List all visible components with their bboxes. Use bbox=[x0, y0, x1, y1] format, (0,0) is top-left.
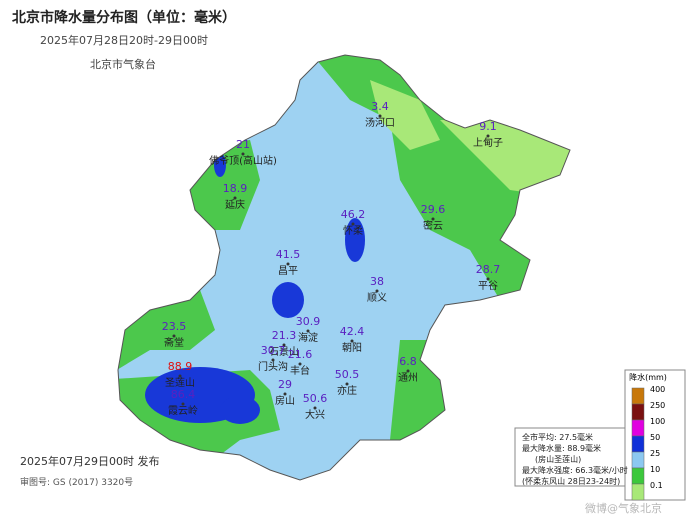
station-dot bbox=[351, 222, 355, 226]
subtitle: 2025年07月28日20时-29日00时 bbox=[40, 33, 208, 47]
info-line: (房山圣莲山) bbox=[535, 454, 581, 464]
legend-swatch bbox=[631, 451, 645, 469]
station-name: 延庆 bbox=[225, 198, 245, 211]
station-dot bbox=[298, 362, 302, 366]
info-box bbox=[514, 427, 646, 487]
station-value: 86.4 bbox=[171, 388, 196, 401]
station-value: 50.5 bbox=[335, 368, 360, 381]
info-line: 最大降水量: 88.9毫米 bbox=[522, 443, 601, 453]
station-name: 朝阳 bbox=[342, 342, 362, 354]
info-line: 最大降水强度: 66.3毫米/小时 bbox=[522, 465, 628, 475]
footer-license: 审图号: GS (2017) 3320号 bbox=[20, 476, 133, 488]
station-value: 28.7 bbox=[476, 263, 501, 276]
station-dot bbox=[431, 217, 435, 221]
station-dot bbox=[286, 262, 290, 266]
station-value: 29.6 bbox=[421, 203, 446, 216]
station-value: 38 bbox=[370, 275, 384, 288]
station-name: 圣莲山 bbox=[165, 377, 195, 389]
legend-label: 400 bbox=[650, 385, 665, 394]
station-dot bbox=[375, 289, 379, 293]
legend-label: 0.1 bbox=[650, 481, 663, 490]
station-name: 斋堂 bbox=[164, 336, 184, 349]
station-name: 上甸子 bbox=[473, 136, 503, 149]
watermark: 微博@气象北京 bbox=[585, 501, 662, 515]
station-name: 霞云岭 bbox=[168, 404, 198, 417]
station-dot bbox=[406, 369, 410, 373]
station-value: 29 bbox=[278, 378, 292, 391]
legend-swatch bbox=[631, 467, 645, 485]
station-dot bbox=[486, 277, 490, 281]
info-line: 全市平均: 27.5毫米 bbox=[522, 432, 593, 442]
station-name: 门头沟 bbox=[258, 360, 288, 373]
station-name: 昌平 bbox=[278, 265, 298, 277]
station-value: 30.7 bbox=[261, 344, 286, 357]
station-value: 21 bbox=[236, 138, 250, 151]
station-name: 怀柔 bbox=[343, 225, 363, 237]
station-value: 23.5 bbox=[162, 320, 187, 333]
station-name: 房山 bbox=[275, 394, 295, 407]
station-value: 21.6 bbox=[288, 348, 313, 361]
station-dot bbox=[378, 114, 382, 118]
station-value: 6.8 bbox=[399, 355, 417, 368]
station-name: 石景山 bbox=[269, 346, 299, 358]
station-value: 30.9 bbox=[296, 315, 321, 328]
station-dot bbox=[241, 152, 245, 156]
station-dot bbox=[172, 334, 176, 338]
legend-label: 10 bbox=[650, 465, 660, 474]
legend-label: 50 bbox=[650, 433, 660, 442]
station-dot bbox=[271, 358, 275, 362]
station-dot bbox=[181, 402, 185, 406]
station-dot bbox=[313, 406, 317, 410]
legend-label: 25 bbox=[650, 449, 660, 458]
station-name: 亦庄 bbox=[337, 384, 357, 397]
station-dot bbox=[486, 134, 490, 138]
station-name: 汤河口 bbox=[365, 116, 395, 129]
legend-title: 降水(mm) bbox=[629, 372, 667, 382]
station-dot bbox=[282, 343, 286, 347]
info-line: (怀柔东风山 28日23-24时) bbox=[522, 476, 620, 486]
legend-swatch bbox=[631, 387, 645, 405]
source: 北京市气象台 bbox=[90, 57, 156, 71]
station-value: 9.1 bbox=[479, 120, 497, 133]
legend-swatch bbox=[631, 419, 645, 437]
station-dot bbox=[306, 329, 310, 333]
station-name: 大兴 bbox=[305, 408, 325, 421]
station-dot bbox=[350, 339, 354, 343]
station-dot bbox=[283, 392, 287, 396]
station-dot bbox=[178, 374, 182, 378]
station-value: 88.9 bbox=[168, 360, 193, 373]
legend-swatch bbox=[631, 483, 645, 501]
legend-label: 100 bbox=[650, 417, 665, 426]
station-value: 42.4 bbox=[340, 325, 365, 338]
footer-date: 2025年07月29日00时 发布 bbox=[20, 454, 159, 468]
station-name: 密云 bbox=[423, 219, 443, 232]
station-name: 通州 bbox=[398, 372, 418, 384]
station-value: 46.2 bbox=[341, 208, 366, 221]
station-dot bbox=[345, 382, 349, 386]
station-name: 顺义 bbox=[367, 292, 387, 304]
station-value: 18.9 bbox=[223, 182, 248, 195]
legend-swatch bbox=[631, 435, 645, 453]
station-name: 平谷 bbox=[478, 280, 498, 292]
legend-label: 250 bbox=[650, 401, 665, 410]
rain-field bbox=[118, 55, 570, 480]
station-value: 3.4 bbox=[371, 100, 389, 113]
station-name: 丰台 bbox=[290, 364, 310, 377]
station-value: 41.5 bbox=[276, 248, 301, 261]
legend-swatch bbox=[631, 403, 645, 421]
station-value: 21.3 bbox=[272, 329, 297, 342]
station-name: 海淀 bbox=[298, 331, 318, 344]
station-dot bbox=[233, 196, 237, 200]
station-value: 50.6 bbox=[303, 392, 328, 405]
title: 北京市降水量分布图（单位：毫米） bbox=[12, 9, 236, 26]
station-name: 佛爷顶(高山站) bbox=[209, 154, 277, 167]
